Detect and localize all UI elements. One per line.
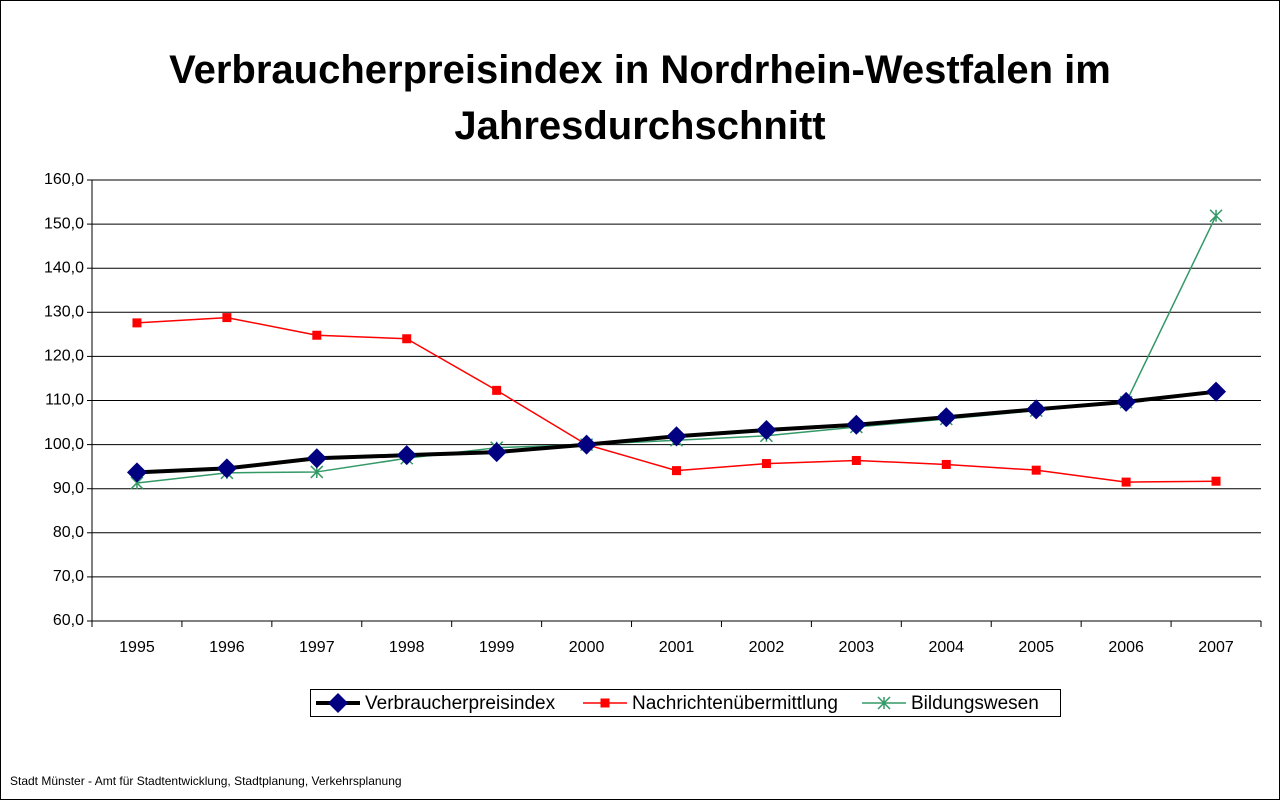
y-tick-label: 70,0 [53,568,84,585]
legend-box [310,689,1061,717]
y-tick-label: 120,0 [44,348,84,365]
marker [936,407,957,428]
x-tick-label: 2005 [1018,639,1054,656]
marker [132,318,142,328]
marker [402,334,412,344]
marker [492,385,502,395]
x-tick-label: 2002 [749,639,785,656]
marker [1116,391,1137,412]
y-tick-label: 90,0 [53,480,84,497]
marker [216,458,237,479]
x-tick-label: 2003 [839,639,875,656]
marker [1026,399,1047,420]
marker [672,466,681,476]
x-tick-label: 1996 [209,639,245,656]
marker [306,448,327,469]
marker [328,693,348,713]
y-tick-label: 140,0 [44,259,84,276]
x-tick-label: 2001 [659,639,695,656]
marker [1121,477,1131,487]
legend-label: Verbraucherpreisindex [365,693,556,714]
source-note: Stadt Münster - Amt für Stadtentwicklung… [10,774,402,788]
marker [1211,476,1221,486]
y-tick-label: 80,0 [53,524,84,541]
marker [1206,381,1227,402]
x-tick-label: 1995 [119,639,155,656]
marker [756,420,777,441]
x-tick-label: 1999 [479,639,515,656]
marker [600,698,610,708]
x-tick-label: 2006 [1108,639,1144,656]
legend-label: Nachrichtenübermittlung [632,693,838,714]
y-tick-label: 160,0 [44,171,84,188]
marker [126,462,147,483]
y-tick-label: 110,0 [45,392,84,409]
marker [486,442,507,463]
marker [851,455,861,465]
x-tick-label: 1997 [299,639,335,656]
marker [312,330,322,340]
y-tick-label: 60,0 [53,612,84,629]
marker [1031,465,1041,475]
marker [941,459,951,469]
x-tick-label: 1998 [389,639,425,656]
chart-title: Verbraucherpreisindex in Nordrhein-Westf… [169,48,1111,148]
x-tick-label: 2007 [1198,639,1234,656]
marker [877,696,891,710]
marker [1209,209,1223,223]
marker [576,434,597,455]
y-tick-label: 130,0 [44,304,84,321]
marker [761,459,771,469]
marker [846,414,867,435]
marker [396,445,417,466]
marker [666,426,687,447]
legend-label: Bildungswesen [911,693,1039,714]
x-tick-label: 2004 [928,639,964,656]
marker [222,313,232,323]
y-tick-label: 100,0 [44,436,84,453]
y-tick-label: 150,0 [44,215,84,232]
x-tick-label: 2000 [569,639,605,656]
